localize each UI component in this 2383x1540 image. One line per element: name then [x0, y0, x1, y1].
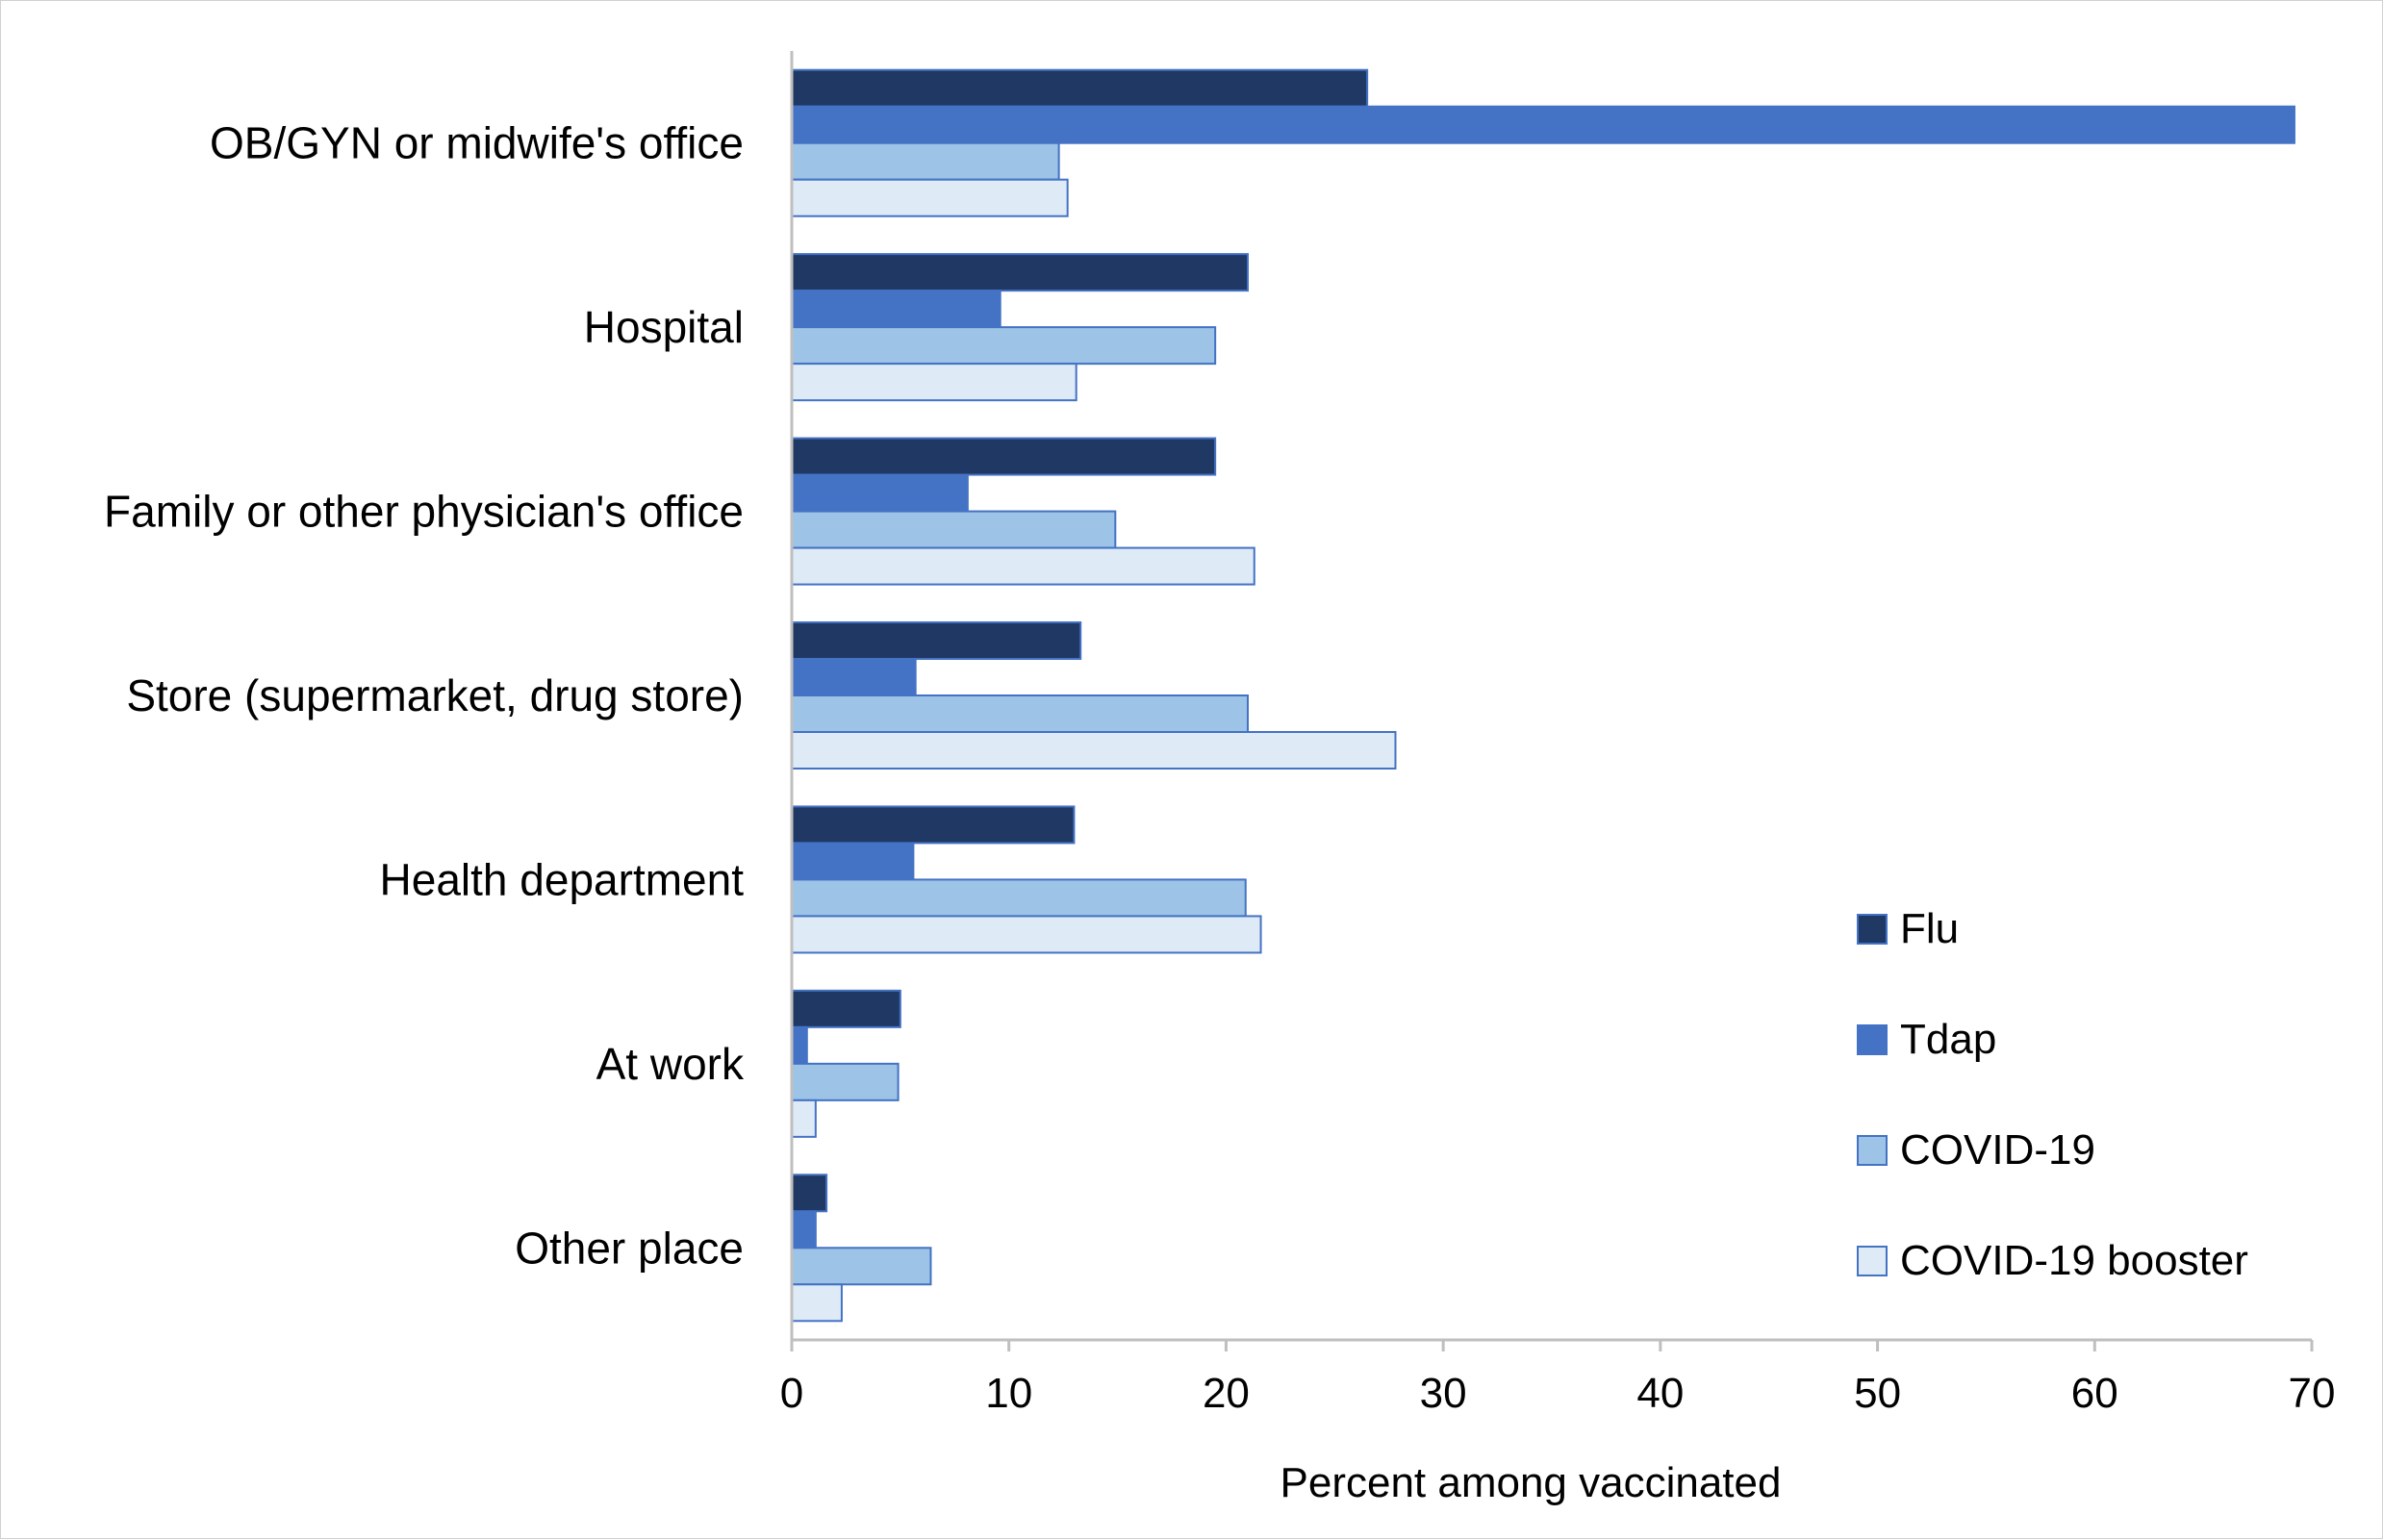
category-label: Hospital [584, 302, 744, 352]
x-tick-label: 10 [985, 1370, 1032, 1417]
legend-swatch-covid-19 [1857, 1135, 1888, 1166]
category-label: Family or other physician's office [104, 487, 744, 537]
x-tick-label: 70 [2289, 1370, 2336, 1417]
x-axis-title: Percent among vaccinated [1280, 1459, 1782, 1506]
labels-layer: OB/GYN or midwife's office Hospital Family… [104, 118, 745, 1274]
bar-covid-19-family-or-other-physician-s-office [791, 510, 1117, 549]
legend-label-covid-19-booster: COVID-19 booster [1900, 1237, 2248, 1284]
bar-flu-hospital [791, 253, 1249, 292]
bar-flu-at-work [791, 989, 901, 1028]
bar-flu-ob-gyn-or-midwife-s-office [791, 68, 1369, 108]
bar-tdap-family-or-other-physician-s-office [791, 473, 969, 513]
bar-tdap-ob-gyn-or-midwife-s-office [791, 105, 2295, 144]
x-tick-label: 30 [1420, 1370, 1467, 1417]
category-label: OB/GYN or midwife's office [210, 118, 744, 168]
axis-layer: 0 10 20 30 40 50 60 70 [780, 51, 2336, 1417]
bar-covid-19-hospital [791, 326, 1217, 366]
category-label: Store (supermarket, drug store) [126, 670, 744, 720]
x-tick-label: 60 [2071, 1370, 2118, 1417]
bar-covid-19-booster-other-place [791, 1283, 843, 1323]
bar-covid-19-health-department [791, 878, 1247, 918]
legend-label-flu: Flu [1900, 905, 1959, 952]
category-label: At work [596, 1039, 745, 1089]
bar-covid-19-booster-hospital [791, 363, 1077, 402]
bar-tdap-at-work [791, 1025, 808, 1065]
bar-tdap-other-place [791, 1210, 817, 1250]
bar-tdap-health-department [791, 842, 915, 881]
bars-layer [791, 68, 2295, 1323]
legend-label-tdap: Tdap [1900, 1016, 1996, 1063]
bar-covid-19-booster-family-or-other-physician-s-office [791, 546, 1255, 586]
x-tick-label: 20 [1203, 1370, 1250, 1417]
x-tick-label: 50 [1854, 1370, 1901, 1417]
bar-tdap-hospital [791, 290, 1001, 329]
legend-label-covid-19: COVID-19 [1900, 1126, 2095, 1174]
bar-covid-19-at-work [791, 1062, 900, 1101]
bar-covid-19-other-place [791, 1247, 932, 1286]
bar-covid-19-store-supermarket-drug-store [791, 694, 1249, 733]
bar-flu-store-supermarket-drug-store [791, 621, 1082, 660]
category-label: Health department [380, 854, 745, 904]
bar-flu-other-place [791, 1174, 828, 1213]
category-label: Other place [515, 1223, 744, 1273]
legend: Flu Tdap COVID-19 COVID-19 booster [1857, 905, 2248, 1284]
legend-swatch-covid-19-booster [1857, 1246, 1888, 1276]
legend-swatch-tdap [1857, 1024, 1888, 1055]
x-tick-label: 0 [780, 1370, 803, 1417]
bar-covid-19-booster-ob-gyn-or-midwife-s-office [791, 178, 1069, 217]
bar-covid-19-booster-store-supermarket-drug-store [791, 731, 1397, 770]
bar-covid-19-booster-at-work [791, 1098, 817, 1138]
legend-swatch-flu [1857, 914, 1888, 945]
bar-covid-19-ob-gyn-or-midwife-s-office [791, 141, 1060, 181]
bar-covid-19-booster-health-department [791, 915, 1262, 954]
bar-flu-family-or-other-physician-s-office [791, 437, 1217, 476]
bar-tdap-store-supermarket-drug-store [791, 658, 917, 696]
x-tick-label: 40 [1636, 1370, 1684, 1417]
bar-flu-health-department [791, 805, 1076, 845]
